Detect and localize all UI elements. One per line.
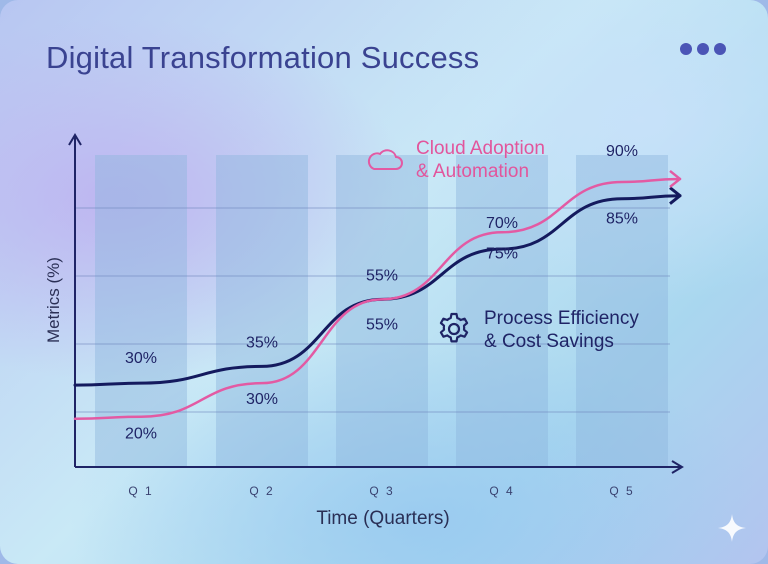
x-tick-label: Q 1: [128, 484, 153, 498]
data-label: 90%: [606, 143, 638, 160]
cloud-icon: [367, 149, 403, 170]
process-annotation: Process Efficiency & Cost Savings: [484, 307, 639, 353]
data-label: 35%: [246, 334, 278, 351]
data-label: 30%: [246, 391, 278, 408]
y-axis-arrow: [68, 133, 82, 146]
quarter-band: [216, 155, 308, 467]
data-label: 20%: [125, 426, 157, 443]
page-title: Digital Transformation Success: [46, 40, 480, 75]
data-label: 55%: [366, 267, 398, 284]
x-tick-label: Q 4: [489, 484, 514, 498]
quarter-band: [456, 155, 548, 467]
series-line-pink: [73, 177, 682, 420]
quarter-band: [95, 155, 187, 467]
x-tick-label: Q 2: [249, 484, 274, 498]
data-label: 30%: [125, 350, 157, 367]
sparkle-icon: [718, 514, 746, 542]
x-tick-label: Q 5: [609, 484, 634, 498]
data-label: 85%: [606, 211, 638, 228]
more-options-button[interactable]: [680, 43, 728, 57]
x-tick-label: Q 3: [369, 484, 394, 498]
quarter-band: [336, 155, 428, 467]
x-axis-label: Time (Quarters): [316, 508, 450, 529]
process-annotation-line2: & Cost Savings: [484, 331, 614, 352]
cloud-annotation: Cloud Adoption & Automation: [416, 137, 545, 183]
more-dots-icon: [714, 43, 726, 55]
process-annotation-line1: Process Efficiency: [484, 308, 639, 329]
cloud-annotation-line2: & Automation: [416, 161, 530, 182]
more-dots-icon: [697, 43, 709, 55]
series-arrowhead: [669, 186, 682, 205]
quarter-band: [576, 155, 668, 467]
data-label: 70%: [486, 215, 518, 232]
data-label: 55%: [366, 316, 398, 333]
more-dots-icon: [680, 43, 692, 55]
x-axis-arrow: [671, 460, 684, 474]
series-arrowhead: [669, 169, 682, 188]
data-label: 75%: [486, 245, 518, 262]
gear-icon: [439, 312, 469, 343]
cloud-annotation-line1: Cloud Adoption: [416, 138, 545, 159]
